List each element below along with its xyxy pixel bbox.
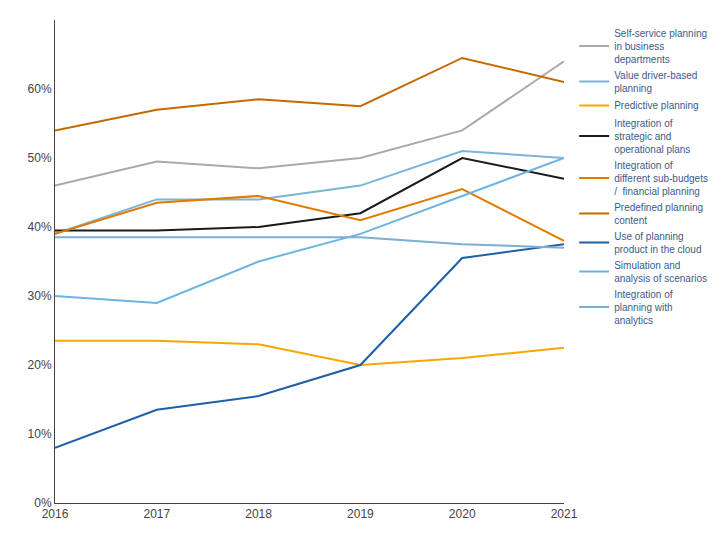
- svg-text:20%: 20%: [28, 358, 52, 372]
- svg-text:2018: 2018: [245, 507, 272, 521]
- svg-text:Predictive planning: Predictive planning: [614, 100, 699, 111]
- svg-text:0%: 0%: [34, 496, 52, 510]
- svg-text:Use of planningproduct in the: Use of planningproduct in the cloud: [614, 231, 701, 255]
- svg-text:50%: 50%: [28, 151, 52, 165]
- svg-text:Integration ofplanning withana: Integration ofplanning withanalytics: [614, 289, 673, 326]
- svg-text:10%: 10%: [28, 427, 52, 441]
- svg-text:30%: 30%: [28, 289, 52, 303]
- svg-text:2016: 2016: [42, 507, 69, 521]
- svg-text:Integration ofdifferent sub-bu: Integration ofdifferent sub-budgets/ fin…: [614, 160, 708, 197]
- svg-text:2020: 2020: [449, 507, 476, 521]
- svg-text:40%: 40%: [28, 220, 52, 234]
- svg-text:Value driver-basedplanning: Value driver-basedplanning: [614, 70, 697, 94]
- svg-text:Integration ofstrategic andope: Integration ofstrategic andoperational p…: [614, 118, 690, 155]
- svg-text:60%: 60%: [28, 82, 52, 96]
- svg-text:Simulation andanalysis of scen: Simulation andanalysis of scenarios: [614, 260, 707, 284]
- svg-text:2017: 2017: [143, 507, 170, 521]
- svg-text:Predefined planningcontent: Predefined planningcontent: [614, 202, 703, 226]
- svg-text:2021: 2021: [551, 507, 578, 521]
- svg-text:Self-service planningin busine: Self-service planningin businessdepartme…: [614, 28, 707, 65]
- svg-text:2019: 2019: [347, 507, 374, 521]
